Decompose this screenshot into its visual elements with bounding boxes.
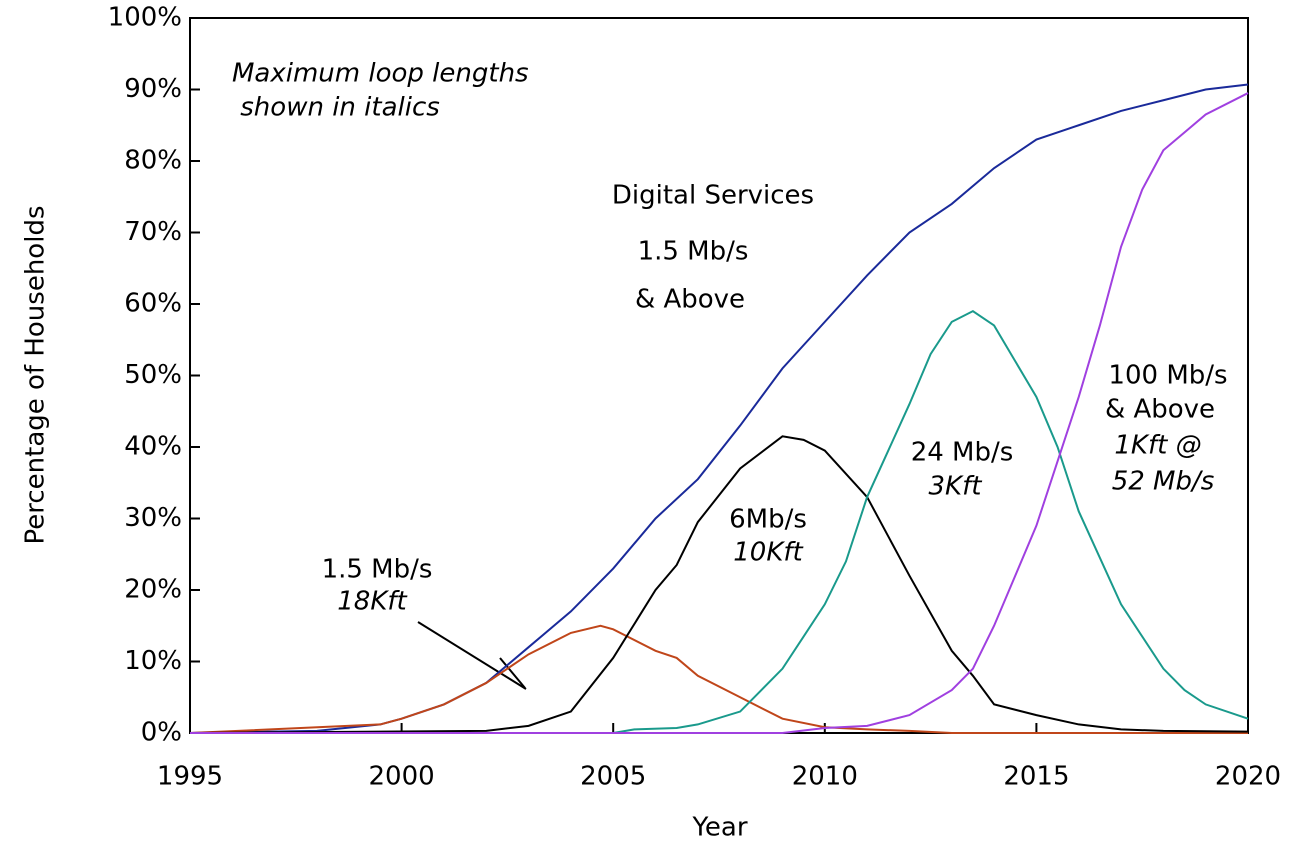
series-line <box>190 309 1249 734</box>
y-tick-label: 50% <box>124 360 182 390</box>
y-tick-label: 100% <box>108 3 182 33</box>
x-tick-label: 2010 <box>792 762 858 792</box>
annotation: 24 Mb/s <box>911 438 1014 468</box>
annotation: 18Kft <box>337 587 407 617</box>
annotation: 6Mb/s <box>729 505 807 535</box>
annotation: Digital Services <box>612 181 814 211</box>
y-tick-label: 60% <box>124 289 182 319</box>
arrow <box>499 657 526 689</box>
arrow <box>417 621 527 690</box>
plot-frame <box>189 17 1249 734</box>
y-tick-label: 10% <box>124 646 182 676</box>
annotation: 1Kft @ <box>1114 431 1201 461</box>
annotation: 1.5 Mb/s <box>638 237 749 267</box>
y-tick-label: 90% <box>124 74 182 104</box>
series-line <box>189 435 1249 734</box>
y-tick-label: 30% <box>124 503 182 533</box>
annotation: 3Kft <box>929 472 983 502</box>
x-tick-label: 2000 <box>369 762 435 792</box>
y-tick-label: 20% <box>124 575 182 605</box>
y-tick-label: 80% <box>124 146 182 176</box>
x-tick-label: 2020 <box>1215 762 1281 792</box>
x-tick-label: 2005 <box>580 762 646 792</box>
annotation: 10Kft <box>733 538 803 568</box>
annotation: shown in italics <box>232 93 440 123</box>
y-tick-label: 70% <box>124 217 182 247</box>
x-tick-label: 2015 <box>1003 762 1069 792</box>
series-line <box>189 624 1248 734</box>
annotation: 100 Mb/s <box>1108 361 1227 391</box>
y-axis-label: Percentage of Households <box>21 206 51 545</box>
series-line <box>190 92 1249 734</box>
x-tick-label: 1995 <box>157 762 223 792</box>
annotation: Maximum loop lengths <box>232 59 529 89</box>
annotation: 1.5 Mb/s <box>322 555 433 585</box>
annotation: & Above <box>635 285 745 315</box>
annotation: 52 Mb/s <box>1112 467 1215 497</box>
annotation: & Above <box>1105 395 1215 425</box>
y-tick-label: 0% <box>141 718 182 748</box>
y-tick-label: 40% <box>124 432 182 462</box>
x-axis-label: Year <box>691 813 747 843</box>
